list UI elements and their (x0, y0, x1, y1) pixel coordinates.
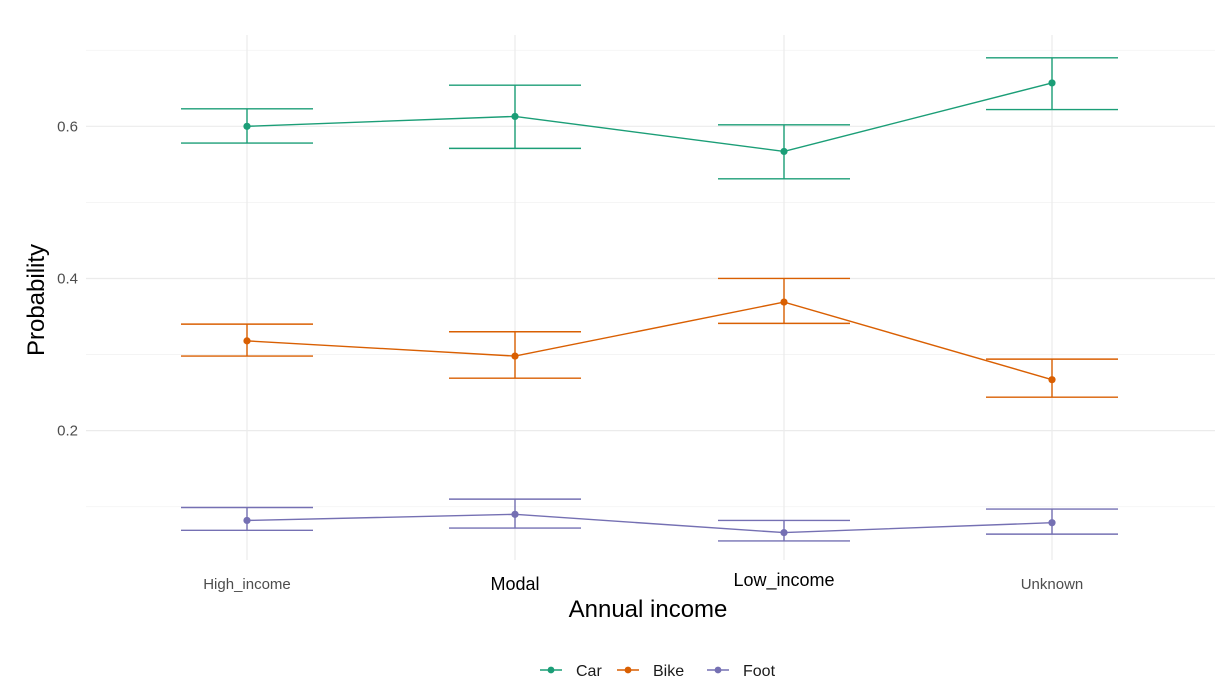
y-tick-label: 0.4 (57, 270, 78, 287)
legend-key-point (714, 666, 722, 674)
legend-key-point (547, 666, 555, 674)
legend-key-point (624, 666, 632, 674)
series-bike (181, 277, 1118, 398)
data-point (511, 510, 519, 518)
series-line (246, 513, 1053, 534)
x-axis-title: Annual income (569, 596, 728, 623)
legend: Car Bike Foot (540, 663, 776, 680)
series-line (246, 301, 1053, 381)
data-point (511, 112, 519, 121)
y-axis-title: Probability (23, 244, 50, 356)
data-point (1048, 79, 1056, 87)
data-point (780, 529, 788, 537)
grid (86, 35, 1215, 560)
data-point (243, 337, 251, 345)
data-point (780, 298, 788, 306)
series-car (181, 57, 1118, 180)
x-tick-label: Unknown (1021, 576, 1084, 593)
series-layer (181, 57, 1118, 542)
y-axis-ticks: 0.2 0.4 0.6 (57, 118, 78, 439)
data-point (243, 122, 251, 130)
series-foot (181, 498, 1118, 542)
x-tick-label: High_income (203, 576, 291, 593)
legend-label-car: Car (576, 663, 602, 680)
data-point (511, 352, 519, 360)
legend-label-bike: Bike (653, 663, 684, 680)
data-point (243, 516, 251, 525)
y-tick-label: 0.2 (57, 423, 78, 440)
data-point (1048, 376, 1056, 384)
x-tick-label: Modal (490, 574, 539, 594)
x-tick-label: Low_income (733, 570, 834, 591)
y-tick-label: 0.6 (57, 118, 78, 135)
data-point (780, 147, 788, 156)
x-axis-ticks: High_income Modal Low_income Unknown (203, 570, 1083, 594)
data-point (1048, 519, 1056, 527)
series-line (246, 82, 1053, 153)
legend-label-foot: Foot (743, 663, 776, 680)
